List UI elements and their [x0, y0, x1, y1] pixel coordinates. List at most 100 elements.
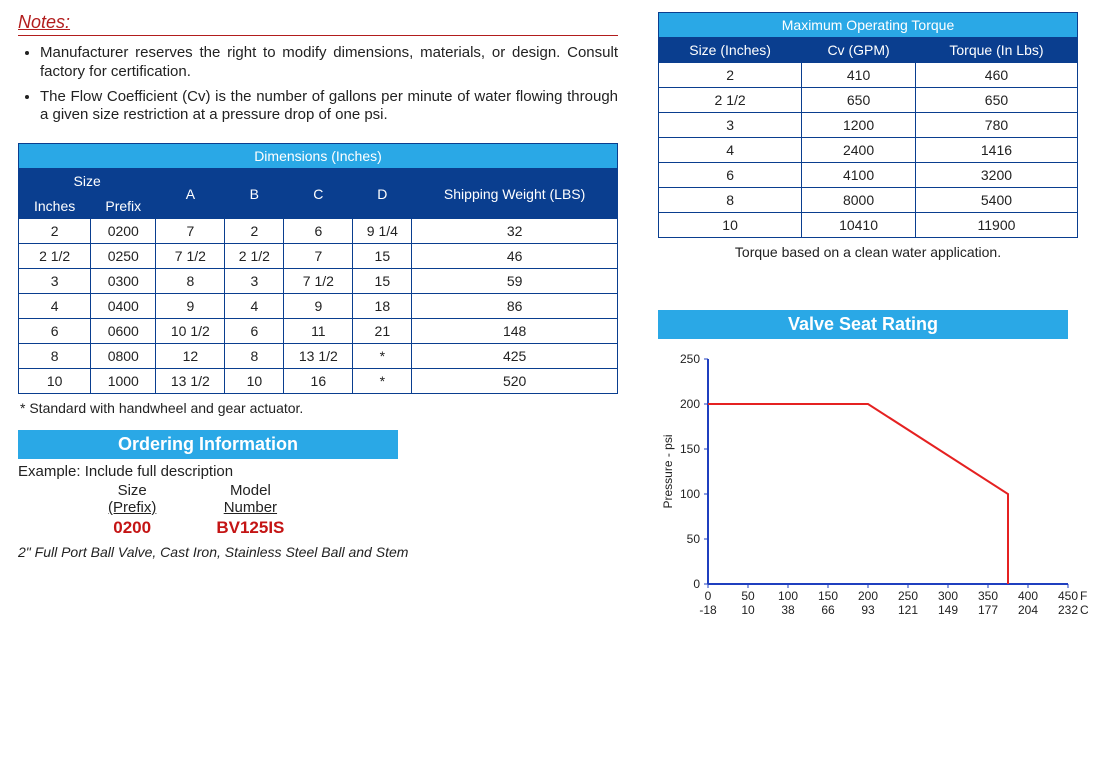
cell: 0200 — [91, 219, 156, 244]
svg-text:350: 350 — [978, 589, 998, 603]
cell: 8 — [659, 188, 802, 213]
cell: 1416 — [915, 138, 1077, 163]
cell: 0400 — [91, 294, 156, 319]
svg-text:0: 0 — [705, 589, 712, 603]
svg-text:204: 204 — [1018, 603, 1038, 617]
cell: 4 — [659, 138, 802, 163]
torque-t-hdr: Torque (In Lbs) — [915, 38, 1077, 63]
cell: 13 1/2 — [156, 369, 225, 394]
cell: * — [353, 344, 412, 369]
cell: 0300 — [91, 269, 156, 294]
svg-text:0: 0 — [693, 577, 700, 591]
cell: 4100 — [802, 163, 916, 188]
cell: 4 — [19, 294, 91, 319]
dims-title: Dimensions (Inches) — [19, 144, 618, 169]
dims-inches: Inches — [19, 194, 91, 219]
cell: 780 — [915, 113, 1077, 138]
cell: 10 — [659, 213, 802, 238]
cell: 16 — [284, 369, 353, 394]
notes-heading: Notes: — [18, 12, 618, 36]
svg-text:150: 150 — [680, 442, 700, 456]
cell: 650 — [915, 88, 1077, 113]
cell: 4 — [225, 294, 284, 319]
svg-text:232: 232 — [1058, 603, 1078, 617]
dims-C: C — [284, 169, 353, 219]
cell: 18 — [353, 294, 412, 319]
svg-text:50: 50 — [741, 589, 755, 603]
dims-footnote: * Standard with handwheel and gear actua… — [20, 400, 618, 416]
cell: 2 — [225, 219, 284, 244]
cell: 3 — [19, 269, 91, 294]
svg-text:450: 450 — [1058, 589, 1078, 603]
ordering-example-label: Example: Include full description — [18, 463, 618, 480]
dims-D: D — [353, 169, 412, 219]
svg-text:C: C — [1080, 603, 1088, 617]
svg-text:38: 38 — [781, 603, 795, 617]
svg-text:250: 250 — [898, 589, 918, 603]
svg-text:177: 177 — [978, 603, 998, 617]
cell: 2 1/2 — [659, 88, 802, 113]
valve-seat-chart: 0501001502002500-18501010038150662009325… — [658, 339, 1088, 639]
svg-text:300: 300 — [938, 589, 958, 603]
svg-text:200: 200 — [680, 397, 700, 411]
table-row: 101041011900 — [659, 213, 1078, 238]
cell: 3 — [225, 269, 284, 294]
cell: 0800 — [91, 344, 156, 369]
svg-text:66: 66 — [821, 603, 835, 617]
cell: 3200 — [915, 163, 1077, 188]
ord-model-lbl: Model — [216, 482, 284, 499]
cell: 2 1/2 — [19, 244, 91, 269]
ord-size-lbl: Size — [108, 482, 156, 499]
product-description: 2" Full Port Ball Valve, Cast Iron, Stai… — [18, 544, 618, 560]
svg-text:400: 400 — [1018, 589, 1038, 603]
cell: 650 — [802, 88, 916, 113]
cell: 12 — [156, 344, 225, 369]
svg-text:121: 121 — [898, 603, 918, 617]
chart-title: Valve Seat Rating — [658, 310, 1068, 339]
torque-cv-hdr: Cv (GPM) — [802, 38, 916, 63]
cell: 11 — [284, 319, 353, 344]
note-item: The Flow Coefficient (Cv) is the number … — [40, 88, 618, 126]
cell: 32 — [412, 219, 618, 244]
table-row: 202007269 1/432 — [19, 219, 618, 244]
cell: 10 — [19, 369, 91, 394]
dims-size-hdr: Size — [19, 169, 156, 194]
dims-A: A — [156, 169, 225, 219]
cell: 59 — [412, 269, 618, 294]
notes-list: Manufacturer reserves the right to modif… — [18, 44, 618, 125]
svg-text:10: 10 — [741, 603, 755, 617]
cell: 21 — [353, 319, 412, 344]
svg-text:50: 50 — [687, 532, 701, 546]
table-row: 2410460 — [659, 63, 1078, 88]
cell: 10410 — [802, 213, 916, 238]
cell: 8 — [19, 344, 91, 369]
cell: 46 — [412, 244, 618, 269]
cell: * — [353, 369, 412, 394]
cell: 10 1/2 — [156, 319, 225, 344]
cell: 15 — [353, 244, 412, 269]
cell: 6 — [659, 163, 802, 188]
dimensions-table: Dimensions (Inches) Size A B C D Shippin… — [18, 143, 618, 394]
cell: 410 — [802, 63, 916, 88]
ordering-band: Ordering Information — [18, 430, 398, 459]
table-row: 30300837 1/21559 — [19, 269, 618, 294]
table-row: 2 1/2650650 — [659, 88, 1078, 113]
cell: 1200 — [802, 113, 916, 138]
svg-text:93: 93 — [861, 603, 875, 617]
cell: 460 — [915, 63, 1077, 88]
torque-title: Maximum Operating Torque — [659, 13, 1078, 38]
ord-prefix-lbl: (Prefix) — [108, 499, 156, 516]
cell: 13 1/2 — [284, 344, 353, 369]
cell: 9 1/4 — [353, 219, 412, 244]
torque-table: Maximum Operating Torque Size (Inches) C… — [658, 12, 1078, 238]
cell: 425 — [412, 344, 618, 369]
cell: 9 — [156, 294, 225, 319]
cell: 148 — [412, 319, 618, 344]
dims-prefix: Prefix — [91, 194, 156, 219]
cell: 2 1/2 — [225, 244, 284, 269]
ord-model-val: BV125IS — [216, 518, 284, 538]
cell: 7 — [284, 244, 353, 269]
dims-ship: Shipping Weight (LBS) — [412, 169, 618, 219]
cell: 1000 — [91, 369, 156, 394]
cell: 7 — [156, 219, 225, 244]
